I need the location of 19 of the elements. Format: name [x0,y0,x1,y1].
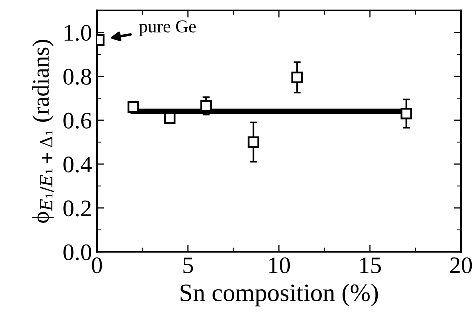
x-tick-label: 5 [184,258,194,274]
y-tick-label: 0.0 [64,244,92,261]
point [200,100,212,112]
y-tick-label: 0.6 [64,112,92,129]
y-tick-label: 0.4 [64,156,92,173]
x-axis-title: Sn composition (%) [180,284,378,307]
y-tick-label: 1.0 [64,25,92,42]
y-axis-title: ϕ$_{E₁/E₁+Δ₁}$ (radians) [32,40,54,224]
point [248,136,260,148]
y-tick-label: 0.8 [64,69,92,86]
x-tick-label: 15 [360,258,382,274]
x-tick-label: 10 [269,258,290,274]
point [400,108,412,120]
x-tick-label: 20 [450,258,472,274]
annotation: pure Ge [139,20,196,36]
point [128,101,140,114]
x-tick-label: 0 [92,258,102,274]
point [292,72,304,84]
y-tick-label: 0.2 [64,200,92,217]
